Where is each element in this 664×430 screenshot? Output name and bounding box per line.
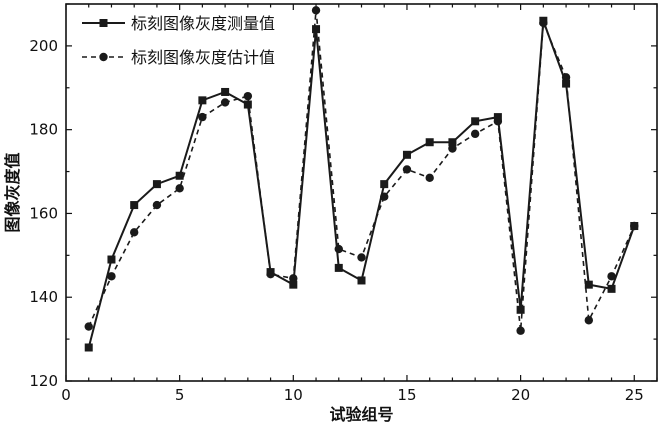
data-point (380, 180, 389, 189)
data-point (175, 184, 184, 193)
data-point (630, 222, 639, 231)
data-point (607, 272, 616, 281)
y-axis-title: 图像灰度值 (3, 152, 22, 232)
legend-label: 标刻图像灰度估计值 (131, 48, 275, 67)
data-point (562, 79, 571, 88)
x-axis-title: 试验组号 (329, 405, 393, 424)
data-point (584, 316, 594, 325)
data-point (584, 280, 593, 289)
x-tick-label: 25 (625, 386, 644, 404)
series-measured (84, 16, 639, 352)
data-point (402, 150, 411, 159)
data-point (129, 228, 139, 237)
data-point (221, 87, 230, 96)
y-tick-label: 180 (29, 121, 58, 139)
series-layer (84, 6, 639, 352)
x-tick-label: 15 (397, 386, 416, 404)
data-point (243, 100, 252, 109)
data-point (357, 276, 366, 285)
axes: 0 5 10 15 20 25 120 140 160 180 200 (29, 3, 658, 404)
data-point (107, 272, 116, 281)
data-point (84, 322, 93, 331)
data-point (539, 16, 548, 25)
data-point (448, 144, 457, 153)
data-point (289, 280, 298, 289)
series-line (87, 20, 636, 348)
legend-item: 标刻图像灰度估计值 (82, 48, 275, 67)
data-point (516, 326, 525, 335)
data-point (312, 25, 321, 34)
legend-marker (99, 52, 108, 62)
data-point (516, 305, 525, 314)
data-point (607, 284, 616, 293)
data-point (84, 343, 93, 352)
data-point (334, 263, 343, 272)
y-tick-label: 160 (29, 204, 58, 222)
data-point (493, 113, 502, 122)
data-point (470, 129, 480, 139)
data-point (266, 268, 275, 277)
legend-marker (99, 19, 108, 27)
x-tick-label: 20 (511, 386, 530, 404)
data-point (425, 173, 434, 183)
data-point (402, 165, 412, 174)
data-point (448, 138, 457, 147)
data-point (471, 117, 480, 126)
data-point (107, 255, 116, 264)
x-tick-label: 10 (284, 386, 303, 404)
x-tick-label: 0 (61, 386, 71, 404)
data-point (243, 91, 253, 101)
data-point (220, 98, 230, 107)
y-tick-label: 120 (29, 372, 58, 390)
data-point (198, 112, 207, 122)
data-point (198, 96, 207, 105)
data-point (311, 6, 321, 15)
data-point (152, 200, 162, 210)
legend-item: 标刻图像灰度测量值 (82, 14, 275, 33)
legend-label: 标刻图像灰度测量值 (131, 14, 275, 33)
data-point (152, 180, 161, 189)
data-point (130, 201, 139, 210)
x-tick-label: 5 (175, 386, 185, 404)
y-tick-label: 140 (29, 288, 58, 306)
data-point (357, 253, 366, 262)
y-tick-label: 200 (29, 37, 58, 55)
data-point (425, 138, 434, 147)
data-point (175, 171, 184, 180)
